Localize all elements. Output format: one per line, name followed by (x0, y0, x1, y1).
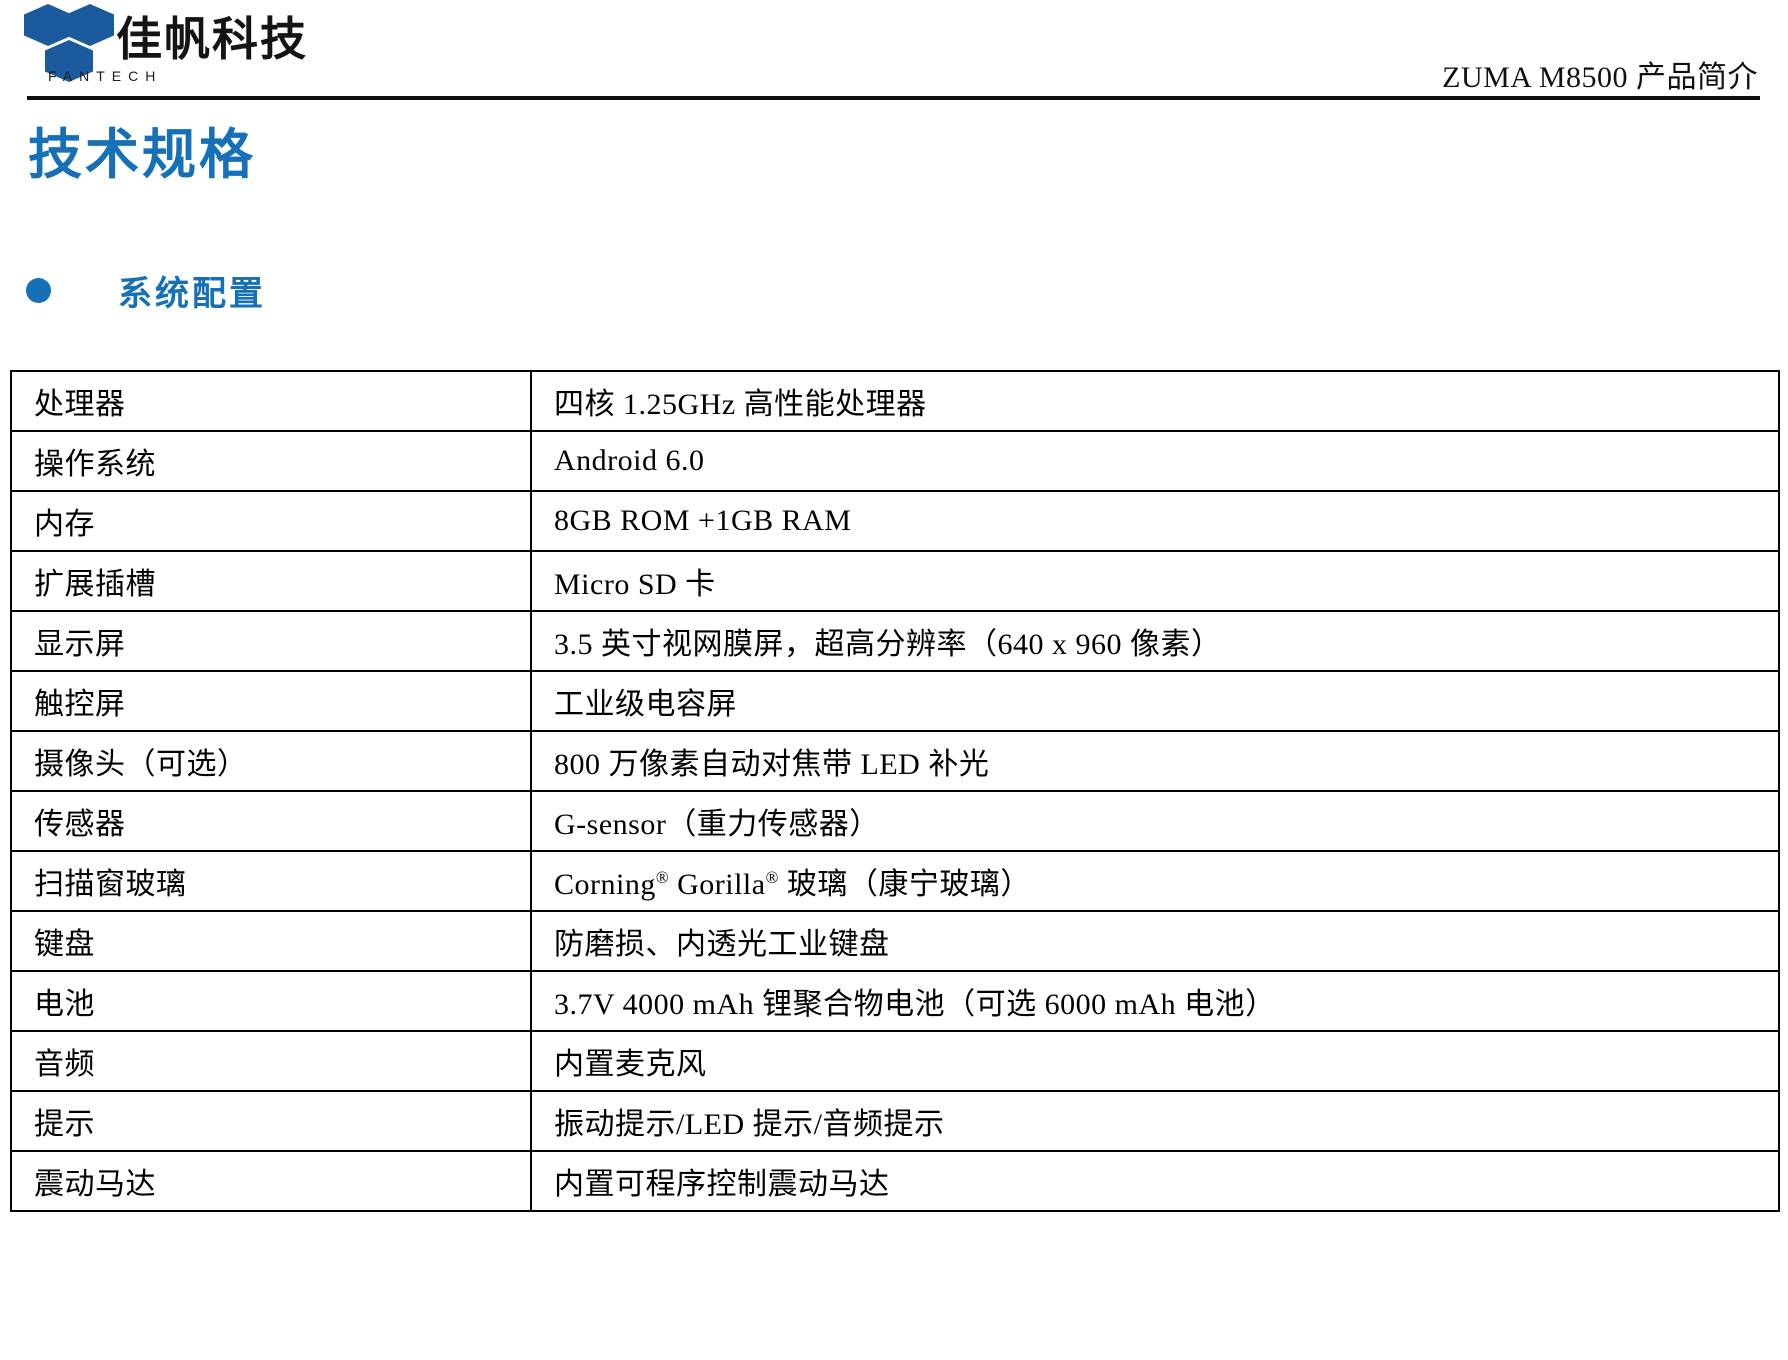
spec-value-cell: 防磨损、内透光工业键盘 (530, 910, 1780, 972)
spec-label-cell: 扩展插槽 (10, 550, 532, 612)
table-row: 震动马达 内置可程序控制震动马达 (10, 1150, 1780, 1212)
logo-company-name-en: FANTECH (48, 68, 163, 84)
spec-value-cell: Android 6.0 (530, 430, 1780, 492)
table-row: 显示屏 3.5 英寸视网膜屏，超高分辨率（640 x 960 像素） (10, 610, 1780, 672)
logo-company-name-cn: 佳帆科技 (116, 12, 308, 66)
spec-label-cell: 震动马达 (10, 1150, 532, 1212)
table-row: 操作系统 Android 6.0 (10, 430, 1780, 492)
page-header: 佳帆科技 FANTECH ZUMA M8500 产品简介 (0, 0, 1788, 100)
table-row: 电池 3.7V 4000 mAh 锂聚合物电池（可选 6000 mAh 电池） (10, 970, 1780, 1032)
table-row: 处理器 四核 1.25GHz 高性能处理器 (10, 370, 1780, 432)
table-row: 传感器 G-sensor（重力传感器） (10, 790, 1780, 852)
table-row: 音频 内置麦克风 (10, 1030, 1780, 1092)
document-header-title: ZUMA M8500 产品简介 (1442, 61, 1758, 94)
header-divider-rule (27, 96, 1760, 100)
hexagon-trio-logo-icon (22, 2, 114, 82)
spec-label-cell: 键盘 (10, 910, 532, 972)
spec-value-cell: 3.7V 4000 mAh 锂聚合物电池（可选 6000 mAh 电池） (530, 970, 1780, 1032)
spec-value-cell: 四核 1.25GHz 高性能处理器 (530, 370, 1780, 432)
spec-value-cell: Micro SD 卡 (530, 550, 1780, 612)
section-heading-row: 系统配置 (26, 268, 266, 314)
spec-value-cell: 800 万像素自动对焦带 LED 补光 (530, 730, 1780, 792)
spec-label-cell: 音频 (10, 1030, 532, 1092)
page-title: 技术规格 (28, 123, 256, 186)
spec-label-cell: 内存 (10, 490, 532, 552)
table-row: 键盘 防磨损、内透光工业键盘 (10, 910, 1780, 972)
spec-value-cell: 3.5 英寸视网膜屏，超高分辨率（640 x 960 像素） (530, 610, 1780, 672)
spec-label-cell: 摄像头（可选） (10, 730, 532, 792)
table-row: 提示 振动提示/LED 提示/音频提示 (10, 1090, 1780, 1152)
specifications-table: 处理器 四核 1.25GHz 高性能处理器 操作系统 Android 6.0 内存 8GB… (10, 370, 1780, 1212)
spec-value-cell: 内置麦克风 (530, 1030, 1780, 1092)
company-logo: 佳帆科技 FANTECH (22, 2, 306, 94)
table-row: 扫描窗玻璃 Corning® Gorilla® 玻璃（康宁玻璃） (10, 850, 1780, 912)
spec-value-cell: 8GB ROM +1GB RAM (530, 490, 1780, 552)
hexagon-icon-bottom (45, 40, 93, 82)
table-row: 触控屏 工业级电容屏 (10, 670, 1780, 732)
spec-label-cell: 操作系统 (10, 430, 532, 492)
section-heading-label: 系统配置 (118, 273, 266, 314)
filled-circle-bullet-icon (26, 277, 51, 303)
spec-label-cell: 处理器 (10, 370, 532, 432)
hexagon-icon-right (66, 4, 114, 46)
spec-value-cell: 内置可程序控制震动马达 (530, 1150, 1780, 1212)
table-row: 内存 8GB ROM +1GB RAM (10, 490, 1780, 552)
spec-label-cell: 传感器 (10, 790, 532, 852)
spec-label-cell: 触控屏 (10, 670, 532, 732)
spec-label-cell: 扫描窗玻璃 (10, 850, 532, 912)
spec-label-cell: 提示 (10, 1090, 532, 1152)
table-row: 摄像头（可选） 800 万像素自动对焦带 LED 补光 (10, 730, 1780, 792)
hexagon-icon-left (24, 4, 72, 46)
spec-value-cell: 振动提示/LED 提示/音频提示 (530, 1090, 1780, 1152)
spec-label-cell: 显示屏 (10, 610, 532, 672)
table-row: 扩展插槽 Micro SD 卡 (10, 550, 1780, 612)
spec-value-cell: Corning® Gorilla® 玻璃（康宁玻璃） (530, 850, 1780, 912)
spec-value-cell: G-sensor（重力传感器） (530, 790, 1780, 852)
spec-label-cell: 电池 (10, 970, 532, 1032)
spec-value-cell: 工业级电容屏 (530, 670, 1780, 732)
specifications-table-body: 处理器 四核 1.25GHz 高性能处理器 操作系统 Android 6.0 内存 8GB… (10, 370, 1780, 1212)
